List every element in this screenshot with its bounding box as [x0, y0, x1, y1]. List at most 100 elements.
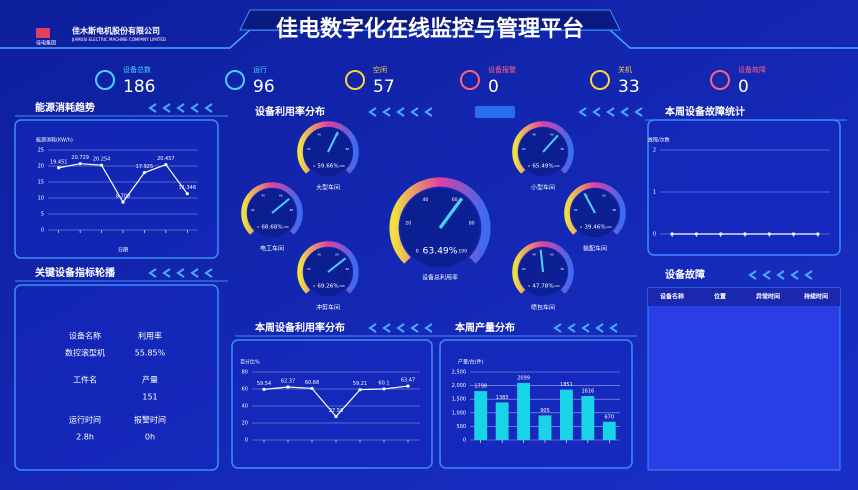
- gauge-tick-label: 100: [339, 284, 345, 288]
- stat-value: 96: [253, 77, 275, 97]
- title-plate: [239, 9, 621, 31]
- gauge-label: 设备总利用率: [422, 274, 458, 282]
- gauge-needle: [542, 134, 559, 153]
- y-tick-label: 0: [245, 438, 248, 444]
- content: 设备总数 186 运行 96 空闲 57 设备报警 0 关机 33 设备故障 0 能源消耗趋势能源消耗(…: [14, 65, 847, 471]
- y-tick-label: 0: [463, 438, 466, 444]
- point: [406, 384, 410, 388]
- logo: [36, 28, 50, 38]
- bar: [538, 415, 552, 440]
- data-label: 17.925: [136, 164, 154, 170]
- kv-label: 设备名称: [69, 331, 101, 341]
- point: [334, 414, 338, 419]
- gauge-arc: [564, 182, 626, 235]
- chevron: [368, 323, 377, 333]
- point: [719, 232, 723, 236]
- data-label: 11.346: [179, 185, 197, 191]
- gauge-tick-label: 40: [261, 194, 265, 198]
- y-tick-label: 0: [653, 232, 656, 238]
- gauge-arc: [512, 241, 574, 294]
- gauge-tick-label: 0: [580, 225, 582, 229]
- stat-label: 运行: [253, 65, 267, 74]
- panel: [14, 119, 219, 259]
- bar: [517, 382, 530, 440]
- kv-value: 2.8h: [76, 433, 94, 442]
- point: [99, 163, 104, 167]
- data-label: 2099: [517, 375, 530, 381]
- data-label: 19.451: [50, 159, 68, 165]
- y-tick-label: 1: [653, 190, 656, 196]
- gauge-needle: [583, 192, 596, 214]
- gauge-tick-label: 20: [522, 267, 526, 271]
- chevron: [553, 323, 562, 333]
- point: [286, 385, 290, 389]
- gauge-tick-label: 40: [317, 253, 321, 257]
- chevron: [410, 107, 419, 117]
- gauge-tick-label: 80: [561, 147, 565, 151]
- data-label: 60.1: [378, 380, 389, 386]
- gauge-tick-label: 80: [469, 220, 475, 226]
- gauge-arc: [297, 241, 359, 294]
- company: 佳木斯电机股份有限公司: [72, 26, 160, 36]
- gauge-tick-label: 80: [346, 147, 350, 151]
- gauge-value: 68.68%: [261, 225, 282, 231]
- point: [694, 232, 699, 236]
- gauge-tick-label: 60: [602, 194, 606, 198]
- point: [78, 162, 82, 166]
- data-label: 905: [540, 408, 550, 414]
- kv-value: 55.85%: [135, 349, 166, 358]
- panel-title: 设备利用率分布: [255, 105, 325, 118]
- table-header-cell: 设备名称: [660, 293, 684, 301]
- gauge-tick-label: 0: [313, 284, 315, 288]
- stat-icon: [590, 70, 610, 90]
- data-label: 8.709: [116, 194, 130, 200]
- chevron: [368, 107, 377, 117]
- gauge-label: 冲剪车间: [316, 304, 340, 312]
- point: [142, 171, 147, 175]
- gauge-value: 39.46%: [584, 225, 605, 231]
- chevron: [382, 323, 391, 333]
- gauge-tick-label: 80: [346, 267, 350, 271]
- point: [670, 232, 674, 236]
- stat-label: 关机: [618, 65, 632, 74]
- panel: [14, 284, 219, 471]
- export-button: [475, 106, 515, 118]
- y-axis-label: 能源消耗(KW/h): [36, 137, 73, 144]
- stat-label: 设备报警: [488, 65, 516, 74]
- gauge-tick-label: 0: [528, 284, 530, 288]
- gauge-value: 69.26%: [317, 284, 338, 290]
- chevron: [176, 103, 185, 113]
- gauge-tick-label: 60: [550, 133, 554, 137]
- gauge-tick-label: 100: [554, 164, 560, 168]
- gauge-tick-label: 40: [422, 197, 428, 203]
- y-tick-label: 15: [38, 180, 44, 186]
- gauge-value: 59.66%: [317, 164, 338, 170]
- data-label: 63.47: [401, 378, 415, 384]
- y-tick-label: 40: [242, 404, 248, 410]
- data-label: 59.21: [353, 381, 367, 387]
- panel-title: 设备故障: [665, 268, 705, 281]
- y-tick-label: 20: [38, 164, 44, 170]
- chevron: [424, 323, 433, 333]
- gauge-value: 65.49%: [532, 164, 553, 170]
- chevron: [578, 107, 587, 117]
- kv-label: 工件名: [73, 375, 97, 385]
- chevron: [190, 268, 199, 278]
- table-header-cell: 持续时间: [804, 293, 828, 301]
- chevron: [776, 270, 785, 280]
- chevron: [609, 323, 618, 333]
- gauge-needle: [271, 197, 290, 214]
- chevron: [148, 103, 157, 113]
- chevron: [204, 103, 213, 113]
- table-header-cell: 位置: [714, 293, 726, 301]
- chevron: [176, 268, 185, 278]
- gauge-tick-label: 100: [339, 164, 345, 168]
- panel: [231, 339, 433, 469]
- point: [791, 232, 796, 236]
- gauge-needle: [327, 131, 339, 153]
- kv-value: 0h: [145, 433, 155, 442]
- chevron: [748, 270, 757, 280]
- data-label: 20.729: [71, 155, 89, 161]
- stat-icon: [345, 70, 365, 90]
- gauge-arc: [297, 121, 359, 174]
